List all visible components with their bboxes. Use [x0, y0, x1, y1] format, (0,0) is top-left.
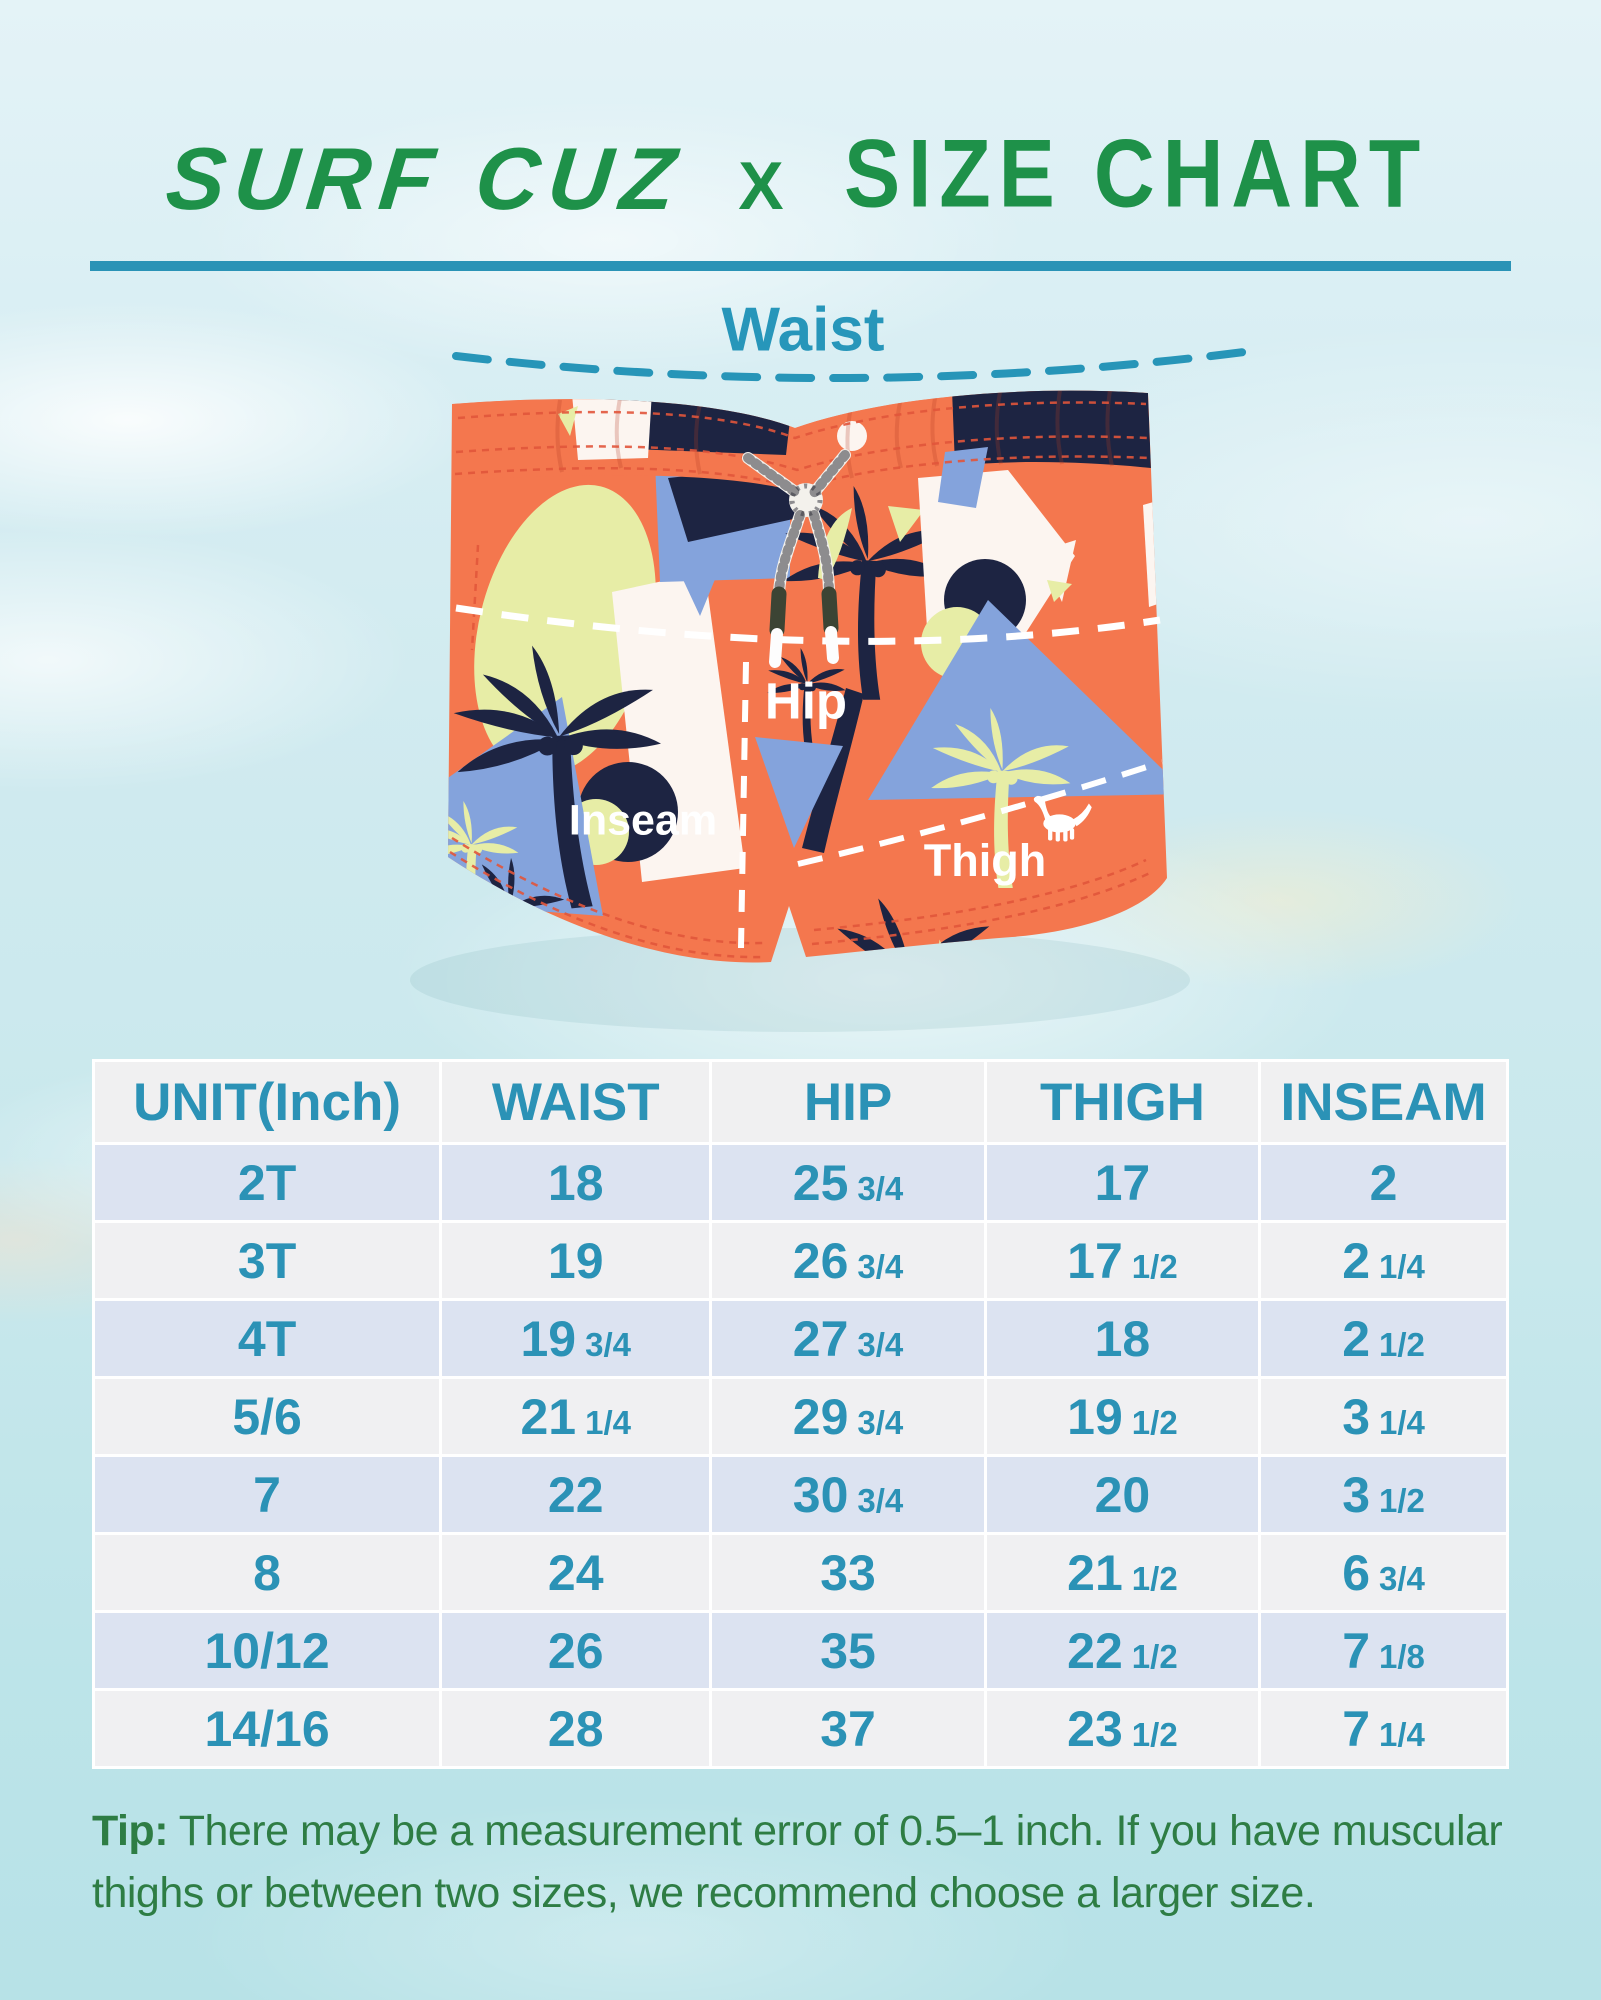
value-cell: 25 3/4 — [712, 1145, 984, 1220]
table-row: 3T 19 26 3/4 17 1/2 2 1/4 — [95, 1223, 1506, 1298]
value-cell: 24 — [442, 1535, 710, 1610]
table-row: 8 24 33 21 1/2 6 3/4 — [95, 1535, 1506, 1610]
value-cell: 3 1/4 — [1261, 1379, 1506, 1454]
value-cell: 26 3/4 — [712, 1223, 984, 1298]
size-cell: 3T — [95, 1223, 440, 1298]
value-cell: 18 — [986, 1301, 1259, 1376]
size-cell: 14/16 — [95, 1691, 440, 1766]
waist-label: Waist — [721, 295, 885, 365]
value-cell: 21 1/4 — [442, 1379, 710, 1454]
value-cell: 28 — [442, 1691, 710, 1766]
value-cell: 23 1/2 — [986, 1691, 1259, 1766]
size-table: UNIT(Inch) WAIST HIP THIGH INSEAM 2T 18 25 3/4 1… — [92, 1059, 1509, 1769]
value-cell: 7 1/8 — [1261, 1613, 1506, 1688]
thigh-label: Thigh — [923, 835, 1047, 886]
value-cell: 19 — [442, 1223, 710, 1298]
page-title: SIZE CHART — [843, 120, 1428, 228]
table-row: 4T 19 3/4 27 3/4 18 2 1/2 — [95, 1301, 1506, 1376]
waist-dashed-line — [452, 348, 1248, 383]
column-header: UNIT(Inch) — [95, 1062, 440, 1142]
page-header: SURF CUZ X SIZE CHART — [0, 120, 1601, 230]
thigh-dashed-line — [797, 759, 1163, 867]
column-header: THIGH — [986, 1062, 1259, 1142]
tip-line-1: There may be a measurement error of 0.5–… — [178, 1807, 1503, 1855]
tip-label: Tip: — [92, 1807, 169, 1855]
value-cell: 26 — [442, 1613, 710, 1688]
size-cell: 10/12 — [95, 1613, 440, 1688]
size-table-body: 2T 18 25 3/4 17 2 3T 19 26 3/4 17 1/2 2 1/4 4T 19 3/4 27 3… — [95, 1145, 1506, 1766]
column-header: INSEAM — [1261, 1062, 1506, 1142]
value-cell: 21 1/2 — [986, 1535, 1259, 1610]
value-cell: 35 — [712, 1613, 984, 1688]
size-cell: 7 — [95, 1457, 440, 1532]
value-cell: 33 — [712, 1535, 984, 1610]
value-cell: 2 1/4 — [1261, 1223, 1506, 1298]
size-cell: 8 — [95, 1535, 440, 1610]
title-divider — [90, 261, 1511, 271]
size-cell: 4T — [95, 1301, 440, 1376]
value-cell: 2 1/2 — [1261, 1301, 1506, 1376]
column-header: WAIST — [442, 1062, 710, 1142]
table-row: 14/16 28 37 23 1/2 7 1/4 — [95, 1691, 1506, 1766]
value-cell: 18 — [442, 1145, 710, 1220]
size-cell: 5/6 — [95, 1379, 440, 1454]
table-row: 7 22 30 3/4 20 3 1/2 — [95, 1457, 1506, 1532]
table-row: 5/6 21 1/4 29 3/4 19 1/2 3 1/4 — [95, 1379, 1506, 1454]
value-cell: 22 — [442, 1457, 710, 1532]
value-cell: 19 3/4 — [442, 1301, 710, 1376]
dinosaur-logo-icon — [1033, 795, 1092, 842]
value-cell: 20 — [986, 1457, 1259, 1532]
value-cell: 6 3/4 — [1261, 1535, 1506, 1610]
value-cell: 2 — [1261, 1145, 1506, 1220]
size-table-header: UNIT(Inch) WAIST HIP THIGH INSEAM — [95, 1062, 1506, 1142]
value-cell: 17 — [986, 1145, 1259, 1220]
tip-text: Tip: There may be a measurement error of… — [92, 1800, 1572, 1925]
value-cell: 17 1/2 — [986, 1223, 1259, 1298]
size-cell: 2T — [95, 1145, 440, 1220]
value-cell: 29 3/4 — [712, 1379, 984, 1454]
table-row: 2T 18 25 3/4 17 2 — [95, 1145, 1506, 1220]
table-row: 10/12 26 35 22 1/2 7 1/8 — [95, 1613, 1506, 1688]
value-cell: 27 3/4 — [712, 1301, 984, 1376]
value-cell: 7 1/4 — [1261, 1691, 1506, 1766]
title-separator: X — [738, 148, 784, 224]
value-cell: 19 1/2 — [986, 1379, 1259, 1454]
inseam-dashed-line — [738, 661, 749, 949]
drawstring — [742, 449, 851, 668]
tip-line-2: thighs or between two sizes, we recommen… — [92, 1869, 1316, 1918]
hip-label: Hip — [764, 672, 848, 730]
value-cell: 37 — [712, 1691, 984, 1766]
value-cell: 30 3/4 — [712, 1457, 984, 1532]
column-header: HIP — [712, 1062, 984, 1142]
inseam-label: Inseam — [568, 796, 718, 845]
value-cell: 22 1/2 — [986, 1613, 1259, 1688]
value-cell: 3 1/2 — [1261, 1457, 1506, 1532]
